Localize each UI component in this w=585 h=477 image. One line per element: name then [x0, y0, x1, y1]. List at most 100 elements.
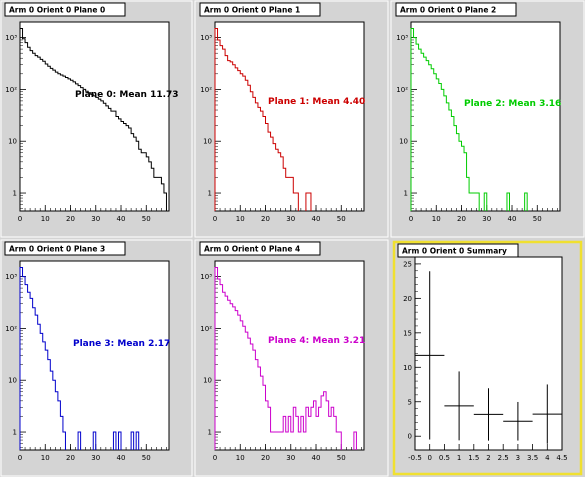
- x-tick-label: 50: [337, 215, 346, 223]
- y-tick-label: 10³: [396, 34, 408, 42]
- y-tick-label: 25: [403, 260, 412, 268]
- x-tick-label: 20: [261, 215, 270, 223]
- y-tick-label: 10: [203, 377, 212, 385]
- plot-area: [214, 21, 365, 212]
- x-tick-label: 20: [66, 454, 75, 462]
- title-box: [395, 2, 517, 17]
- histogram-series: [410, 27, 528, 211]
- pad-title: Arm 0 Orient 0 Plane 2: [400, 6, 496, 15]
- x-ticks: 0 10 20 30 40 50: [213, 205, 362, 223]
- y-tick-label: 10³: [200, 273, 212, 281]
- y-tick-label: 10²: [200, 86, 212, 94]
- x-tick-label: 3: [516, 454, 520, 462]
- x-tick-label: 10: [41, 454, 50, 462]
- plot-area: [19, 260, 170, 451]
- x-tick-label: 0.5: [439, 454, 450, 462]
- x-tick-label: 0: [213, 454, 217, 462]
- x-tick-label: 0: [427, 454, 431, 462]
- y-tick-label: 10: [8, 138, 17, 146]
- x-tick-label: 50: [142, 215, 151, 223]
- x-tick-label: 40: [312, 454, 321, 462]
- y-tick-label: 0: [408, 433, 412, 441]
- title-box: [199, 241, 321, 256]
- y-tick-label: 10²: [200, 325, 212, 333]
- x-tick-label: 10: [41, 215, 50, 223]
- y-tick-label: 10²: [5, 325, 17, 333]
- summary-point: [503, 401, 533, 441]
- y-tick-label: 10: [403, 364, 412, 372]
- pad-plane-4[interactable]: Arm 0 Orient 0 Plane 4 0 10 20 30 40 50 1 10 10…: [194, 239, 389, 477]
- pad-title: Arm 0 Orient 0 Summary: [402, 247, 507, 256]
- x-tick-label: -0.5: [408, 454, 422, 462]
- x-ticks: 0 10 20 30 40 50: [18, 205, 167, 223]
- x-tick-label: 4.5: [556, 454, 567, 462]
- x-tick-label: 50: [142, 454, 151, 462]
- y-tick-label: 10³: [5, 273, 17, 281]
- y-tick-label: 10²: [396, 86, 408, 94]
- histogram-series: [214, 27, 312, 211]
- summary-point: [444, 371, 474, 441]
- mean-label: Plane 4: Mean 3.21: [268, 336, 365, 346]
- x-ticks: -0.5 0 0.5 1 1.5 2 2.5 3 3.5 4 4.5: [408, 444, 568, 462]
- y-tick-label: 10: [203, 138, 212, 146]
- x-tick-label: 0: [409, 215, 413, 223]
- x-tick-label: 20: [457, 215, 466, 223]
- summary-point: [415, 271, 445, 440]
- x-tick-label: 4: [545, 454, 550, 462]
- x-tick-label: 10: [236, 215, 245, 223]
- y-tick-label: 20: [403, 295, 412, 303]
- plot-area: [410, 21, 561, 212]
- y-tick-label: 1: [13, 190, 17, 198]
- pad-plane-2[interactable]: Arm 0 Orient 0 Plane 2 0 10 20 30 40 50 1 10 10…: [390, 0, 585, 238]
- x-tick-label: 50: [337, 454, 346, 462]
- x-tick-label: 50: [533, 215, 542, 223]
- y-tick-label: 10: [399, 138, 408, 146]
- pad-plane-3[interactable]: Arm 0 Orient 0 Plane 3 0 10 20 30 40 50 1 10 10…: [0, 239, 193, 477]
- y-tick-label: 1: [404, 190, 408, 198]
- x-tick-label: 30: [91, 454, 100, 462]
- x-tick-label: 3.5: [527, 454, 538, 462]
- x-tick-label: 2: [486, 454, 490, 462]
- x-tick-label: 10: [432, 215, 441, 223]
- y-ticks: 0 5 10 15 20 25: [403, 260, 421, 441]
- x-ticks: 0 10 20 30 40 50: [213, 444, 362, 462]
- y-tick-label: 10³: [5, 34, 17, 42]
- mean-label: Plane 2: Mean 3.16: [464, 99, 561, 109]
- title-box: [397, 243, 519, 258]
- x-tick-label: 30: [91, 215, 100, 223]
- summary-points: [415, 271, 562, 444]
- mean-label: Plane 1: Mean 4.40: [268, 97, 365, 107]
- histogram-series: [19, 27, 167, 211]
- pad-plane-0[interactable]: Arm 0 Orient 0 Plane 0 0 10 20 30 40 50 1 10 10…: [0, 0, 193, 238]
- pad-title: Arm 0 Orient 0 Plane 1: [204, 6, 300, 15]
- pad-title: Arm 0 Orient 0 Plane 3: [9, 245, 105, 254]
- x-tick-label: 0: [213, 215, 217, 223]
- x-tick-label: 40: [508, 215, 517, 223]
- x-tick-label: 30: [286, 454, 295, 462]
- y-tick-label: 1: [13, 429, 17, 437]
- x-tick-label: 40: [117, 215, 126, 223]
- y-tick-label: 15: [403, 329, 412, 337]
- pad-plane-1[interactable]: Arm 0 Orient 0 Plane 1 0 10 20 30 40 50 1 10 10…: [194, 0, 389, 238]
- x-tick-label: 1: [457, 454, 461, 462]
- title-box: [4, 2, 126, 17]
- x-tick-label: 40: [312, 215, 321, 223]
- x-tick-label: 20: [261, 454, 270, 462]
- x-tick-label: 10: [236, 454, 245, 462]
- x-tick-label: 0: [18, 215, 22, 223]
- y-tick-label: 10³: [200, 34, 212, 42]
- title-box: [4, 241, 126, 256]
- mean-label: Plane 3: Mean 2.17: [73, 339, 170, 349]
- y-tick-label: 5: [408, 398, 412, 406]
- plot-area: [214, 260, 365, 451]
- summary-point: [532, 384, 562, 444]
- title-box: [199, 2, 321, 17]
- y-tick-label: 10: [8, 377, 17, 385]
- pad-title: Arm 0 Orient 0 Plane 0: [9, 6, 105, 15]
- x-tick-label: 1.5: [468, 454, 479, 462]
- histogram-series: [214, 266, 357, 450]
- summary-point: [473, 388, 504, 441]
- pad-summary[interactable]: Arm 0 Orient 0 Summary -0.5 0 0.5 1 1.5 2 2.5 3…: [392, 240, 583, 476]
- x-tick-label: 20: [66, 215, 75, 223]
